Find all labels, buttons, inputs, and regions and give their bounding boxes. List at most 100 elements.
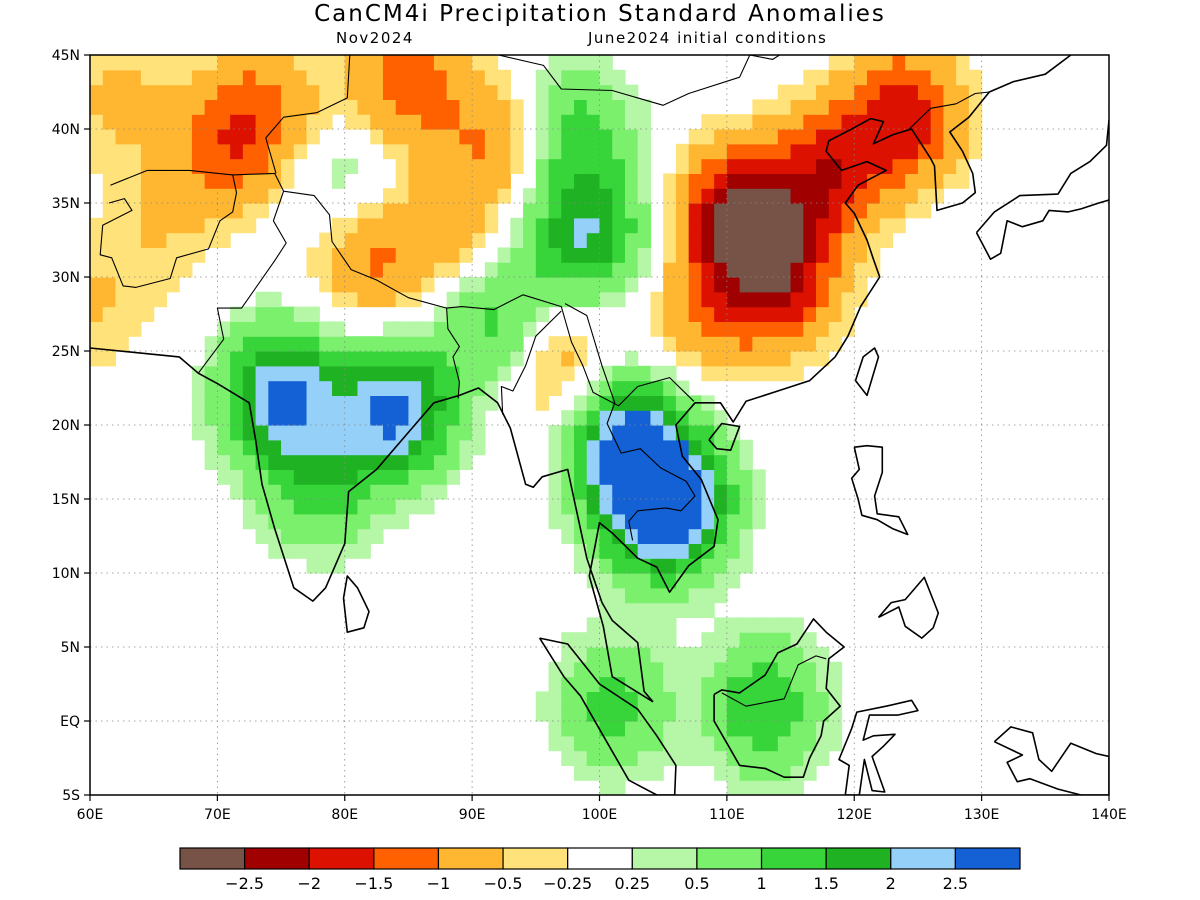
anomaly-cell [179,84,193,100]
latitude-tick-label: EQ [60,714,80,730]
anomaly-cell [421,99,435,115]
anomaly-cell [828,114,843,130]
anomaly-cell [892,84,906,100]
anomaly-cell [624,277,639,293]
anomaly-cell [332,499,346,515]
anomaly-cell [612,277,626,293]
anomaly-cell [153,173,168,189]
anomaly-cell [650,573,664,589]
anomaly-cell [574,469,588,485]
anomaly-cell [382,203,397,219]
anomaly-cell [255,84,269,100]
anomaly-cell [293,543,308,559]
anomaly-cell [637,143,652,160]
anomaly-cell [332,528,346,544]
coastline-sri-lanka [342,575,370,633]
anomaly-cell [293,114,308,130]
anomaly-cell [344,114,359,130]
anomaly-cell [548,676,562,692]
anomaly-cell [408,262,422,278]
anomaly-cell [153,69,168,86]
anomaly-cell [841,291,855,308]
anomaly-cell [268,306,282,322]
anomaly-cell [204,395,218,411]
anomaly-cell [395,469,410,485]
anomaly-cell [561,528,575,544]
anomaly-cell [472,69,486,86]
anomaly-cell [968,99,983,115]
anomaly-cell [306,425,320,441]
anomaly-cell [701,750,715,766]
anomaly-cell [688,454,702,470]
anomaly-cell [459,291,473,308]
anomaly-cell [217,173,231,189]
anomaly-cell [701,661,715,678]
anomaly-cell [357,484,371,500]
anomaly-cell [599,617,613,633]
anomaly-cell [281,173,295,189]
anomaly-cell [612,469,626,485]
anomaly-cell [523,232,537,248]
anomaly-cell [714,661,728,678]
anomaly-cell [637,247,652,263]
anomaly-cell [675,321,690,337]
anomaly-cell [484,203,499,219]
anomaly-cell [433,410,448,426]
anomaly-cell [574,203,588,219]
anomaly-cell [446,217,460,234]
anomaly-cell [344,158,359,174]
latitude-tick-label: 25N [52,344,80,360]
anomaly-cell [637,735,652,752]
anomaly-cell [484,277,499,293]
anomaly-cell [675,647,690,663]
anomaly-cell [586,750,601,766]
anomaly-cell [790,647,804,663]
anomaly-cell [140,173,155,189]
anomaly-cell [599,454,613,470]
anomaly-cell [319,543,333,559]
anomaly-cell [370,55,384,71]
anomaly-cell [663,336,677,352]
anomaly-cell [319,395,333,411]
anomaly-cell [574,143,588,160]
anomaly-cell [968,129,983,145]
anomaly-cell [650,661,664,678]
anomaly-cell [293,129,308,145]
anomaly-cell [675,380,690,396]
anomaly-cell [701,558,715,574]
anomaly-cell [293,425,308,441]
anomaly-cell [803,661,817,678]
anomaly-cell [624,661,639,678]
anomaly-cell [382,336,397,352]
anomaly-cell [777,721,792,737]
anomaly-cell [905,158,919,174]
anomaly-cell [510,158,524,174]
anomaly-cell [561,439,575,456]
anomaly-cell [726,129,741,145]
anomaly-cell [115,217,129,234]
anomaly-cell [752,203,766,219]
anomaly-cell [599,587,613,604]
anomaly-cell [854,129,868,145]
anomaly-cell [510,247,524,263]
anomaly-cell [650,439,664,456]
anomaly-cell [650,676,664,692]
anomaly-cell [688,203,702,219]
anomaly-cell [586,277,601,293]
anomaly-cell [586,55,601,71]
anomaly-cell [930,173,945,189]
anomaly-cell [675,439,690,456]
anomaly-cell [650,632,664,648]
anomaly-cell [599,573,613,589]
anomaly-cell [726,780,741,795]
anomaly-cell [612,173,626,189]
anomaly-cell [675,484,690,500]
anomaly-cell [765,706,779,722]
anomaly-cell [433,454,448,470]
anomaly-cell [459,365,473,382]
anomaly-cell [816,99,830,115]
anomaly-cell [255,188,269,204]
anomaly-cell [344,513,359,530]
anomaly-cell [790,661,804,678]
anomaly-cell [395,173,410,189]
